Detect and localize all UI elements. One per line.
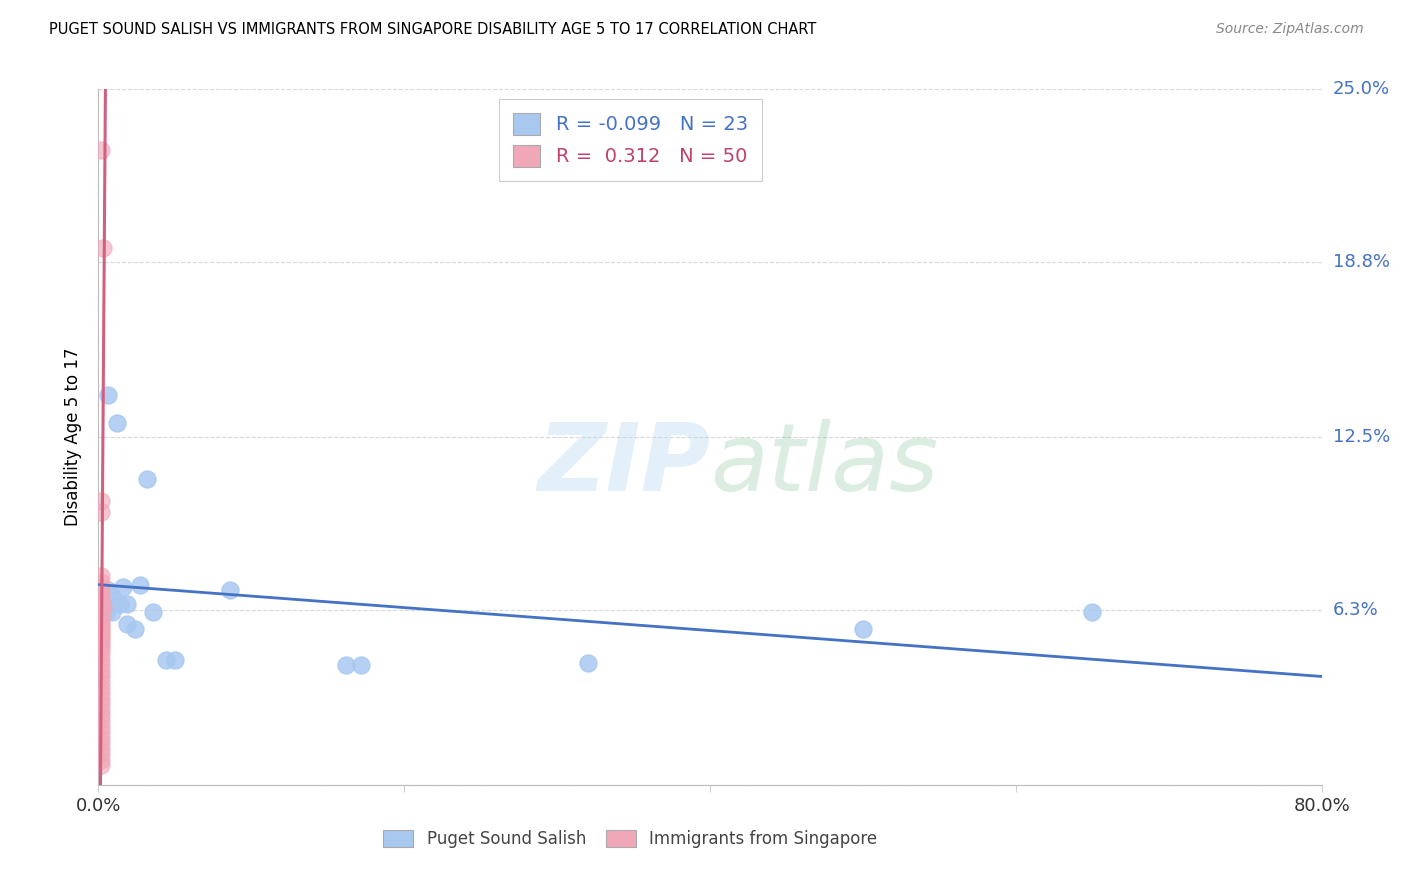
Point xyxy=(128,577,150,591)
Point xyxy=(90,658,112,673)
Point xyxy=(90,664,112,678)
Text: 6.3%: 6.3% xyxy=(1333,600,1378,619)
Point xyxy=(219,583,242,598)
Point xyxy=(90,594,112,608)
Point xyxy=(97,388,120,402)
Text: 18.8%: 18.8% xyxy=(1333,252,1389,271)
Point xyxy=(90,675,112,690)
Point xyxy=(90,614,112,628)
Point xyxy=(90,144,112,158)
Point xyxy=(90,741,112,756)
Point xyxy=(97,583,120,598)
Point xyxy=(90,731,112,745)
Text: ZIP: ZIP xyxy=(537,419,710,511)
Point xyxy=(90,608,112,623)
Point xyxy=(90,753,112,767)
Point xyxy=(111,580,134,594)
Point xyxy=(90,602,112,616)
Point xyxy=(90,698,112,712)
Point xyxy=(108,597,131,611)
Point xyxy=(155,653,177,667)
Point xyxy=(90,691,112,706)
Point xyxy=(90,641,112,656)
Text: atlas: atlas xyxy=(710,419,938,510)
Point xyxy=(350,658,373,673)
Point xyxy=(90,703,112,717)
Point xyxy=(852,622,875,636)
Point xyxy=(101,606,124,620)
Y-axis label: Disability Age 5 to 17: Disability Age 5 to 17 xyxy=(65,348,83,526)
Text: 25.0%: 25.0% xyxy=(1333,80,1391,98)
Legend: Puget Sound Salish, Immigrants from Singapore: Puget Sound Salish, Immigrants from Sing… xyxy=(375,822,886,856)
Point xyxy=(90,569,112,583)
Point xyxy=(90,747,112,762)
Point xyxy=(90,599,112,614)
Point xyxy=(90,681,112,695)
Point xyxy=(90,714,112,728)
Point xyxy=(90,636,112,650)
Point xyxy=(91,599,114,614)
Point xyxy=(101,589,124,603)
Point xyxy=(90,606,112,620)
Point xyxy=(90,619,112,633)
Point xyxy=(90,597,112,611)
Point xyxy=(91,241,114,255)
Point xyxy=(90,597,112,611)
Point xyxy=(94,606,117,620)
Point xyxy=(1081,606,1104,620)
Point xyxy=(90,505,112,519)
Point xyxy=(90,622,112,636)
Point xyxy=(93,597,115,611)
Text: Source: ZipAtlas.com: Source: ZipAtlas.com xyxy=(1216,22,1364,37)
Point xyxy=(90,580,112,594)
Point xyxy=(90,639,112,653)
Point xyxy=(90,758,112,772)
Point xyxy=(117,616,139,631)
Point xyxy=(124,622,146,636)
Point xyxy=(90,628,112,642)
Point xyxy=(90,647,112,661)
Point xyxy=(335,658,357,673)
Point xyxy=(90,719,112,733)
Point xyxy=(90,586,112,600)
Point xyxy=(142,606,165,620)
Point xyxy=(90,725,112,739)
Text: PUGET SOUND SALISH VS IMMIGRANTS FROM SINGAPORE DISABILITY AGE 5 TO 17 CORRELATI: PUGET SOUND SALISH VS IMMIGRANTS FROM SI… xyxy=(49,22,817,37)
Point xyxy=(90,669,112,683)
Point xyxy=(90,611,112,625)
Point xyxy=(576,656,599,670)
Point xyxy=(90,736,112,750)
Point xyxy=(90,591,112,606)
Point xyxy=(136,472,159,486)
Text: 12.5%: 12.5% xyxy=(1333,428,1391,446)
Point xyxy=(90,624,112,639)
Point xyxy=(90,616,112,631)
Point xyxy=(90,631,112,645)
Point xyxy=(90,653,112,667)
Point xyxy=(105,416,128,430)
Point xyxy=(90,686,112,700)
Point xyxy=(90,574,112,589)
Point xyxy=(117,597,139,611)
Point xyxy=(90,708,112,723)
Point xyxy=(163,653,186,667)
Point xyxy=(90,633,112,648)
Point xyxy=(90,494,112,508)
